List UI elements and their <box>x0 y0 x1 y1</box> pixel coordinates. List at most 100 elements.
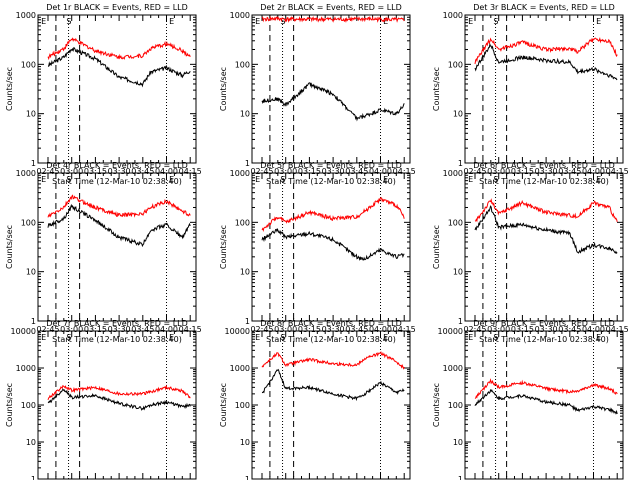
y-tick-label: 1000 <box>16 169 36 178</box>
x-tick-label: 03:15 <box>84 325 107 334</box>
y-tick-label: 1 <box>458 475 463 480</box>
events-series-line <box>261 368 405 402</box>
x-tick-label: 03:00 <box>60 325 83 334</box>
x-tick-label: 03:15 <box>298 325 321 334</box>
x-tick-label: 03:45 <box>131 325 154 334</box>
x-axis-label: Start Time (12-Mar-10 02:38:40) <box>479 177 609 186</box>
plot-frame <box>37 330 197 480</box>
event-marker-label: E <box>41 175 46 184</box>
event-marker-label: E <box>596 17 601 26</box>
x-axis-label: Start Time (12-Mar-10 02:38:40) <box>52 335 182 344</box>
event-marker-label: E <box>596 175 601 184</box>
y-tick-label: 1000 <box>230 169 250 178</box>
x-tick-label: 02:45 <box>250 325 273 334</box>
event-marker-label: E <box>383 333 388 342</box>
x-tick-label: 03:45 <box>558 167 581 176</box>
x-tick-label: 02:45 <box>36 167 59 176</box>
x-tick-label: 03:15 <box>511 167 534 176</box>
lld-series-line <box>261 197 405 232</box>
x-tick-label: 02:45 <box>36 325 59 334</box>
x-axis-label: Start Time (12-Mar-10 02:38:40) <box>266 177 396 186</box>
y-tick-label: 100 <box>21 218 36 227</box>
lld-series-line <box>261 350 405 370</box>
lld-series-line <box>47 384 191 401</box>
event-marker-label: E <box>468 17 473 26</box>
event-marker-label: S <box>493 175 498 184</box>
lld-series-line <box>474 198 618 223</box>
x-tick-label: 04:00 <box>369 167 392 176</box>
event-marker-label: E <box>169 17 174 26</box>
y-tick-label: 10 <box>453 110 463 119</box>
x-tick-label: 03:00 <box>487 167 510 176</box>
y-axis-label: Counts/sec <box>432 225 441 269</box>
events-series-line <box>47 388 191 411</box>
y-tick-label: 100 <box>235 401 250 410</box>
y-tick-label: 10 <box>26 268 36 277</box>
x-tick-label: 03:30 <box>108 167 131 176</box>
x-tick-label: 04:15 <box>179 167 202 176</box>
events-series-line <box>261 227 405 261</box>
x-tick-label: 03:45 <box>345 325 368 334</box>
y-tick-label: 10000 <box>11 327 36 336</box>
x-tick-label: 04:00 <box>155 325 178 334</box>
events-series-line <box>474 388 618 415</box>
y-axis-label: Counts/sec <box>219 67 228 111</box>
x-axis-label: Start Time (12-Mar-10 02:38:40) <box>266 335 396 344</box>
lld-series-line <box>474 378 618 399</box>
y-tick-label: 100 <box>235 218 250 227</box>
event-marker-label: S <box>280 175 285 184</box>
event-marker-label: E <box>383 175 388 184</box>
y-tick-label: 100 <box>448 218 463 227</box>
lld-series-line <box>47 37 191 61</box>
y-tick-label: 1 <box>458 317 463 326</box>
event-marker-label: S <box>493 17 498 26</box>
x-tick-label: 03:00 <box>487 325 510 334</box>
y-tick-label: 1000 <box>230 11 250 20</box>
y-tick-label: 10 <box>453 438 463 447</box>
y-axis-label: Counts/sec <box>5 383 14 427</box>
chart-title: Det 3r BLACK = Events, RED = LLD <box>473 3 615 12</box>
x-tick-label: 04:00 <box>155 167 178 176</box>
y-tick-label: 100 <box>448 401 463 410</box>
event-marker-label: E <box>596 333 601 342</box>
y-axis-label: Counts/sec <box>219 225 228 269</box>
x-tick-label: 03:30 <box>535 167 558 176</box>
event-marker-label: E <box>468 175 473 184</box>
event-marker-label: S <box>280 17 285 26</box>
y-tick-label: 10 <box>240 438 250 447</box>
y-tick-label: 10 <box>453 268 463 277</box>
y-tick-label: 1 <box>458 159 463 168</box>
y-axis-label: Counts/sec <box>5 67 14 111</box>
x-tick-label: 03:15 <box>298 167 321 176</box>
y-tick-label: 10 <box>26 110 36 119</box>
x-tick-label: 04:00 <box>582 167 605 176</box>
x-axis-label: Start Time (12-Mar-10 02:38:40) <box>479 335 609 344</box>
y-tick-label: 1000 <box>443 11 463 20</box>
event-marker-label: E <box>468 333 473 342</box>
x-tick-label: 03:00 <box>274 325 297 334</box>
plot-frame <box>464 330 624 480</box>
x-tick-label: 04:15 <box>606 167 629 176</box>
y-tick-label: 10000 <box>438 327 463 336</box>
chart-title: Det 5r BLACK = Events, RED = LLD <box>260 161 402 170</box>
y-tick-label: 100 <box>21 401 36 410</box>
y-tick-label: 1 <box>245 159 250 168</box>
y-axis-label: Counts/sec <box>432 383 441 427</box>
event-marker-label: S <box>280 333 285 342</box>
event-marker-label: S <box>493 333 498 342</box>
event-marker-label: E <box>41 17 46 26</box>
y-tick-label: 10 <box>240 268 250 277</box>
y-tick-label: 100 <box>448 60 463 69</box>
event-marker-label: E <box>255 175 260 184</box>
plot-frame <box>251 14 411 164</box>
x-tick-label: 03:45 <box>345 167 368 176</box>
event-marker-label: S <box>66 175 71 184</box>
event-marker-label: E <box>255 333 260 342</box>
y-axis-label: Counts/sec <box>219 383 228 427</box>
